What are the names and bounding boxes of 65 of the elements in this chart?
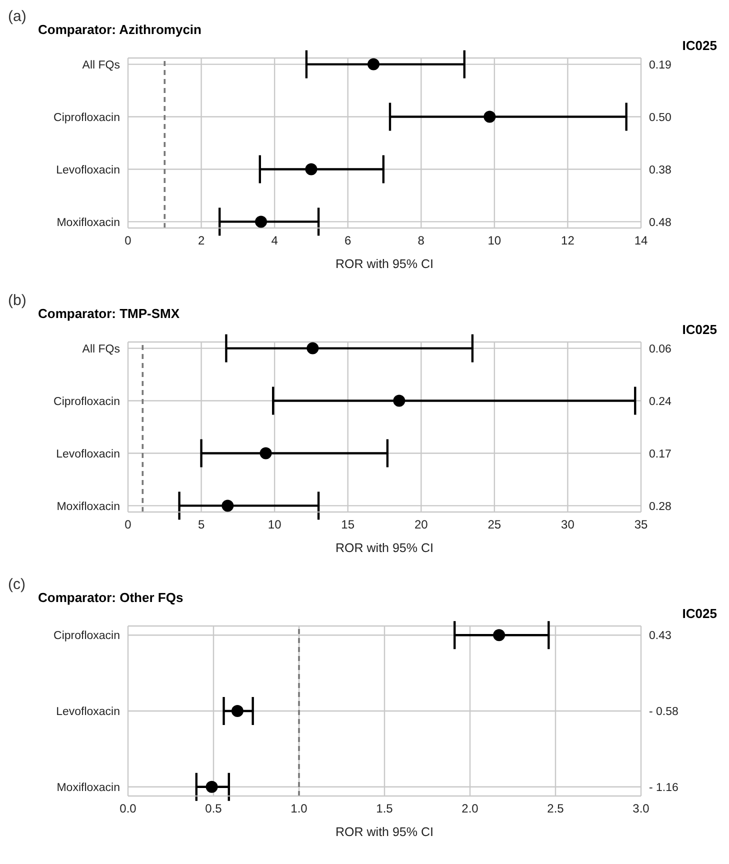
y-tick-label: Ciprofloxacin bbox=[54, 112, 120, 124]
x-tick-label: 15 bbox=[341, 518, 355, 532]
y-tick-label: Moxifloxacin bbox=[56, 782, 120, 794]
y-tick-label: Moxifloxacin bbox=[56, 216, 120, 229]
x-axis-title: ROR with 95% CI bbox=[336, 825, 434, 839]
x-tick-label: 20 bbox=[414, 518, 428, 532]
x-axis-title: ROR with 95% CI bbox=[336, 257, 434, 271]
text: 0.38 bbox=[649, 164, 672, 176]
text: - 0.58 bbox=[649, 706, 678, 718]
chart-title: Comparator: Other FQs bbox=[38, 590, 184, 605]
text: 0.24 bbox=[649, 396, 672, 408]
x-tick-label: 10 bbox=[488, 234, 502, 248]
y-tick-label: All FQs bbox=[82, 343, 120, 356]
x-tick-label: 35 bbox=[634, 518, 648, 532]
x-tick-label: 10 bbox=[268, 518, 282, 532]
x-tick-label: 25 bbox=[488, 518, 502, 532]
text: 0.48 bbox=[649, 216, 672, 229]
x-tick-label: 2.5 bbox=[547, 802, 564, 816]
text: 0.50 bbox=[649, 112, 672, 124]
y-tick-label: Levofloxacin bbox=[56, 448, 120, 460]
text: 0.17 bbox=[649, 448, 672, 460]
x-tick-label: 3.0 bbox=[632, 802, 650, 816]
x-tick-label: 6 bbox=[344, 234, 352, 248]
x-tick-label: 2.0 bbox=[462, 802, 479, 816]
point bbox=[305, 163, 318, 176]
text: IC025 bbox=[682, 606, 717, 621]
text: 0.19 bbox=[649, 59, 672, 72]
point bbox=[484, 110, 496, 123]
x-tick-label: 14 bbox=[634, 234, 648, 248]
chart-title: Comparator: Azithromycin bbox=[38, 22, 202, 37]
text: (a) bbox=[8, 8, 26, 25]
y-tick-label: Moxifloxacin bbox=[56, 500, 120, 513]
x-axis-title: ROR with 95% CI bbox=[336, 541, 434, 555]
x-tick-label: 12 bbox=[561, 234, 575, 248]
x-tick-label: 0 bbox=[124, 234, 132, 248]
text: (b) bbox=[8, 292, 26, 309]
chart-title: Comparator: TMP-SMX bbox=[38, 306, 180, 321]
text: IC025 bbox=[682, 322, 717, 337]
x-tick-label: 2 bbox=[198, 234, 205, 248]
x-tick-label: 1.0 bbox=[290, 802, 308, 816]
text: IC025 bbox=[682, 38, 717, 53]
y-tick-label: Ciprofloxacin bbox=[54, 396, 120, 408]
point bbox=[260, 447, 272, 460]
x-tick-label: 30 bbox=[561, 518, 575, 532]
x-tick-label: 0.5 bbox=[205, 802, 222, 816]
x-tick-label: 0.0 bbox=[120, 802, 137, 816]
text: (c) bbox=[8, 576, 26, 593]
text: 0.28 bbox=[649, 500, 672, 513]
text: - 1.16 bbox=[649, 782, 678, 794]
point bbox=[368, 58, 380, 70]
x-tick-label: 8 bbox=[418, 234, 425, 248]
y-tick-label: Levofloxacin bbox=[56, 706, 120, 718]
text: 0.43 bbox=[649, 630, 672, 642]
point bbox=[306, 342, 319, 354]
point bbox=[393, 394, 406, 407]
x-tick-label: 0 bbox=[124, 518, 132, 532]
point bbox=[222, 500, 234, 512]
y-tick-label: Levofloxacin bbox=[56, 164, 120, 176]
y-tick-label: Ciprofloxacin bbox=[54, 630, 120, 642]
x-tick-label: 1.5 bbox=[376, 802, 394, 816]
point bbox=[255, 216, 268, 228]
y-tick-label: All FQs bbox=[82, 59, 120, 72]
text: 0.06 bbox=[649, 343, 672, 356]
x-tick-label: 4 bbox=[271, 234, 278, 248]
x-tick-label: 5 bbox=[198, 518, 205, 532]
